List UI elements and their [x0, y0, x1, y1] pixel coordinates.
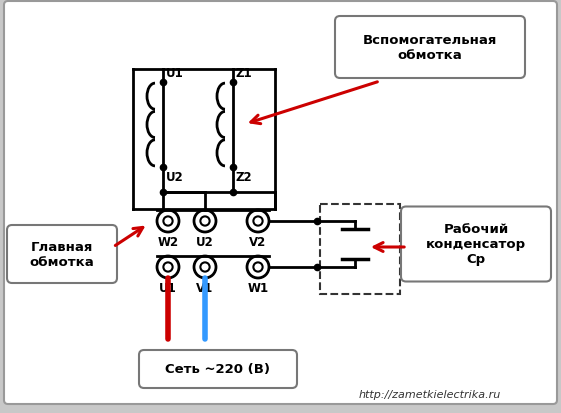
Text: Z1: Z1	[236, 67, 252, 80]
Text: U1: U1	[166, 67, 184, 80]
Text: V2: V2	[250, 235, 266, 248]
Text: U1: U1	[159, 281, 177, 294]
Text: U2: U2	[196, 235, 214, 248]
Text: Вспомогательная
обмотка: Вспомогательная обмотка	[363, 34, 497, 62]
FancyBboxPatch shape	[4, 2, 557, 404]
FancyBboxPatch shape	[139, 350, 297, 388]
Text: Сеть ~220 (В): Сеть ~220 (В)	[165, 363, 270, 375]
Text: U2: U2	[166, 171, 184, 183]
Text: V1: V1	[196, 281, 214, 294]
Text: http://zametkielectrika.ru: http://zametkielectrika.ru	[359, 389, 501, 399]
FancyBboxPatch shape	[7, 225, 117, 283]
FancyBboxPatch shape	[335, 17, 525, 79]
Text: W1: W1	[247, 281, 269, 294]
Text: Рабочий
конденсатор
Ср: Рабочий конденсатор Ср	[426, 223, 526, 266]
FancyBboxPatch shape	[401, 207, 551, 282]
Text: Главная
обмотка: Главная обмотка	[30, 240, 94, 268]
Bar	[320, 204, 400, 294]
Text: Z2: Z2	[236, 171, 252, 183]
Text: W2: W2	[158, 235, 178, 248]
